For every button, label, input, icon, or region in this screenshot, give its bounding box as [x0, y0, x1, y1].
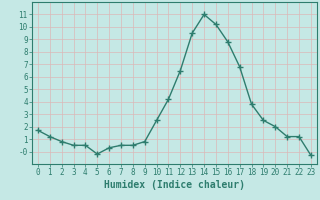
X-axis label: Humidex (Indice chaleur): Humidex (Indice chaleur) [104, 180, 245, 190]
